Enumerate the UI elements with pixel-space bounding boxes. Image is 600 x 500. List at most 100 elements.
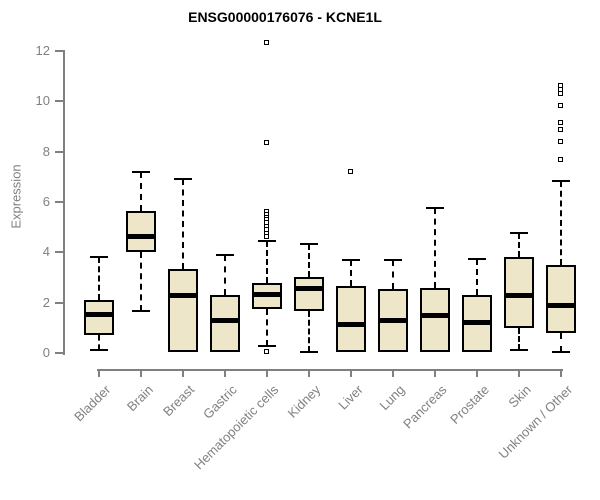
outlier-point-unknown-other [558,91,563,96]
whisker-cap-high-bladder [90,256,108,258]
outlier-point-unknown-other [558,157,563,162]
x-axis-tick [392,369,394,377]
y-axis-tick [55,251,63,253]
whisker-high-prostate [476,259,478,295]
y-tick-label: 4 [42,244,50,259]
x-axis-tick [98,369,100,377]
median-line-gastric [210,318,240,323]
median-line-prostate [462,320,492,325]
whisker-cap-high-pancreas [426,207,444,209]
x-tick-label-breast: Breast [160,382,198,420]
whisker-low-unknown-other [560,333,562,352]
whisker-high-lung [392,260,394,289]
x-axis-line [97,369,563,371]
whisker-high-liver [350,260,352,286]
outlier-point-hematopoietic-cells [264,349,269,354]
y-axis-tick [55,352,63,354]
whisker-cap-low-bladder [90,349,108,351]
whisker-low-skin [518,328,520,350]
whisker-cap-high-prostate [468,258,486,260]
outlier-point-unknown-other [558,127,563,132]
x-tick-label-unknown-other: Unknown / Other [496,382,576,462]
x-tick-label-liver: Liver [335,382,366,413]
boxplot-box-breast [168,269,198,352]
outlier-point-hematopoietic-cells [264,234,269,239]
y-tick-label: 0 [42,345,50,360]
x-axis-tick [308,369,310,377]
outlier-point-liver [348,169,353,174]
x-axis-tick [224,369,226,377]
x-tick-label-pancreas: Pancreas [400,382,450,432]
whisker-cap-high-unknown-other [552,180,570,182]
median-line-pancreas [420,313,450,318]
outlier-point-unknown-other [558,120,563,125]
x-axis-tick [266,369,268,377]
x-tick-label-lung: Lung [376,382,408,414]
whisker-cap-high-brain [132,171,150,173]
y-axis-tick [55,302,63,304]
whisker-high-skin [518,233,520,257]
whisker-high-breast [182,179,184,269]
whisker-high-hematopoietic-cells [266,241,268,283]
whisker-cap-high-breast [174,178,192,180]
y-axis-tick [55,201,63,203]
boxplot-box-pancreas [420,288,450,352]
x-tick-label-skin: Skin [505,382,534,411]
whisker-cap-high-hematopoietic-cells [258,240,276,242]
outlier-point-hematopoietic-cells [264,140,269,145]
y-axis-tick [55,50,63,52]
chart-title: ENSG00000176076 - KCNE1L [188,9,382,25]
y-tick-label: 6 [42,194,50,209]
boxplot-box-unknown-other [546,265,576,333]
y-axis-tick [55,100,63,102]
median-line-lung [378,318,408,323]
boxplot-box-liver [336,286,366,352]
median-line-liver [336,322,366,327]
median-line-breast [168,293,198,298]
x-axis-tick [518,369,520,377]
x-tick-label-prostate: Prostate [446,382,492,427]
whisker-low-bladder [98,335,100,350]
whisker-high-bladder [98,257,100,300]
outlier-point-unknown-other [558,103,563,108]
x-axis-tick [476,369,478,377]
whisker-high-unknown-other [560,181,562,265]
whisker-high-brain [140,172,142,211]
boxplot-box-kidney [294,277,324,311]
boxplot-box-brain [126,211,156,252]
boxplot-box-skin [504,257,534,328]
x-tick-label-kidney: Kidney [284,382,324,421]
boxplot-box-gastric [210,295,240,352]
whisker-cap-low-skin [510,349,528,351]
whisker-high-pancreas [434,208,436,288]
whisker-cap-low-unknown-other [552,351,570,353]
x-tick-label-brain: Brain [123,382,156,415]
whisker-cap-low-brain [132,310,150,312]
y-tick-label: 2 [42,295,50,310]
whisker-low-hematopoietic-cells [266,309,268,346]
median-line-unknown-other [546,303,576,308]
whisker-cap-low-kidney [300,351,318,353]
y-tick-label: 10 [35,93,50,108]
outlier-point-unknown-other [558,139,563,144]
y-tick-label: 12 [35,43,50,58]
median-line-hematopoietic-cells [252,292,282,297]
boxplot-box-bladder [84,300,114,335]
whisker-cap-high-liver [342,259,360,261]
whisker-cap-high-kidney [300,243,318,245]
x-axis-tick [350,369,352,377]
y-axis-tick [55,151,63,153]
whisker-low-brain [140,252,142,311]
whisker-cap-high-gastric [216,254,234,256]
x-axis-tick [560,369,562,377]
whisker-cap-high-lung [384,259,402,261]
x-tick-label-gastric: Gastric [199,382,240,422]
median-line-bladder [84,312,114,317]
whisker-high-gastric [224,255,226,295]
whisker-high-kidney [308,244,310,277]
median-line-skin [504,293,534,298]
outlier-point-hematopoietic-cells [264,40,269,45]
y-axis-line [63,50,65,355]
x-tick-label-bladder: Bladder [71,382,114,425]
